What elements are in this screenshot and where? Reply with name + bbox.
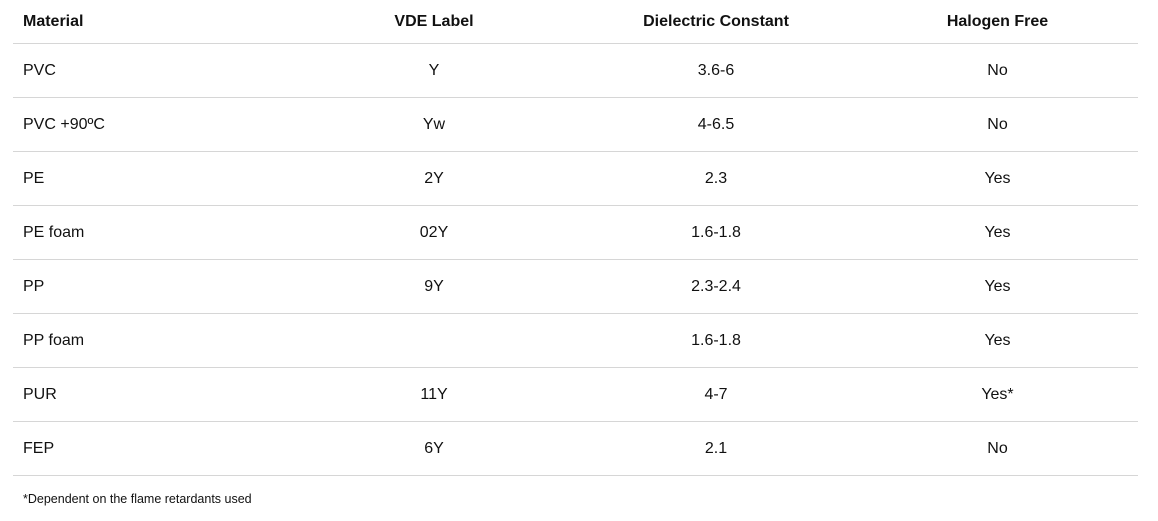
cell-material: FEP [13, 421, 293, 476]
header-halogen-free: Halogen Free [857, 0, 1138, 44]
cell-halogen-free: No [857, 97, 1138, 152]
cell-vde-label: 2Y [293, 151, 575, 206]
cell-material: PVC +90ºC [13, 97, 293, 152]
cell-halogen-free: Yes [857, 259, 1138, 314]
cell-halogen-free: Yes [857, 313, 1138, 368]
header-dielectric-constant: Dielectric Constant [575, 0, 857, 44]
cell-vde-label: 9Y [293, 259, 575, 314]
cell-material: PUR [13, 367, 293, 422]
header-vde-label: VDE Label [293, 0, 575, 44]
cell-vde-label [293, 313, 575, 368]
header-row: Material VDE Label Dielectric Constant H… [13, 0, 1138, 44]
cell-dielectric-constant: 1.6-1.8 [575, 205, 857, 260]
cell-vde-label: Y [293, 43, 575, 98]
cell-dielectric-constant: 2.3 [575, 151, 857, 206]
table-row: PP foam 1.6-1.8 Yes [13, 313, 1138, 368]
table-row: FEP 6Y 2.1 No [13, 421, 1138, 476]
cell-dielectric-constant: 2.1 [575, 421, 857, 476]
table-body: PVC Y 3.6-6 No PVC +90ºC Yw 4-6.5 No PE … [13, 43, 1138, 476]
cell-dielectric-constant: 2.3-2.4 [575, 259, 857, 314]
header-material: Material [13, 0, 293, 44]
cell-vde-label: Yw [293, 97, 575, 152]
cell-dielectric-constant: 4-6.5 [575, 97, 857, 152]
table-row: PUR 11Y 4-7 Yes* [13, 367, 1138, 422]
table-row: PE 2Y 2.3 Yes [13, 151, 1138, 206]
footnote: *Dependent on the flame retardants used [23, 492, 252, 506]
cell-dielectric-constant: 4-7 [575, 367, 857, 422]
table-header: Material VDE Label Dielectric Constant H… [13, 0, 1138, 44]
table-row: PP 9Y 2.3-2.4 Yes [13, 259, 1138, 314]
cell-vde-label: 11Y [293, 367, 575, 422]
cell-dielectric-constant: 1.6-1.8 [575, 313, 857, 368]
cell-material: PP [13, 259, 293, 314]
table-row: PE foam 02Y 1.6-1.8 Yes [13, 205, 1138, 260]
cell-halogen-free: Yes* [857, 367, 1138, 422]
table-row: PVC +90ºC Yw 4-6.5 No [13, 97, 1138, 152]
cell-halogen-free: No [857, 421, 1138, 476]
cell-vde-label: 02Y [293, 205, 575, 260]
materials-table: Material VDE Label Dielectric Constant H… [13, 0, 1138, 476]
cell-material: PE [13, 151, 293, 206]
cell-material: PP foam [13, 313, 293, 368]
cell-vde-label: 6Y [293, 421, 575, 476]
cell-halogen-free: Yes [857, 151, 1138, 206]
cell-halogen-free: Yes [857, 205, 1138, 260]
table-row: PVC Y 3.6-6 No [13, 43, 1138, 98]
cell-halogen-free: No [857, 43, 1138, 98]
cell-material: PE foam [13, 205, 293, 260]
cell-material: PVC [13, 43, 293, 98]
cell-dielectric-constant: 3.6-6 [575, 43, 857, 98]
